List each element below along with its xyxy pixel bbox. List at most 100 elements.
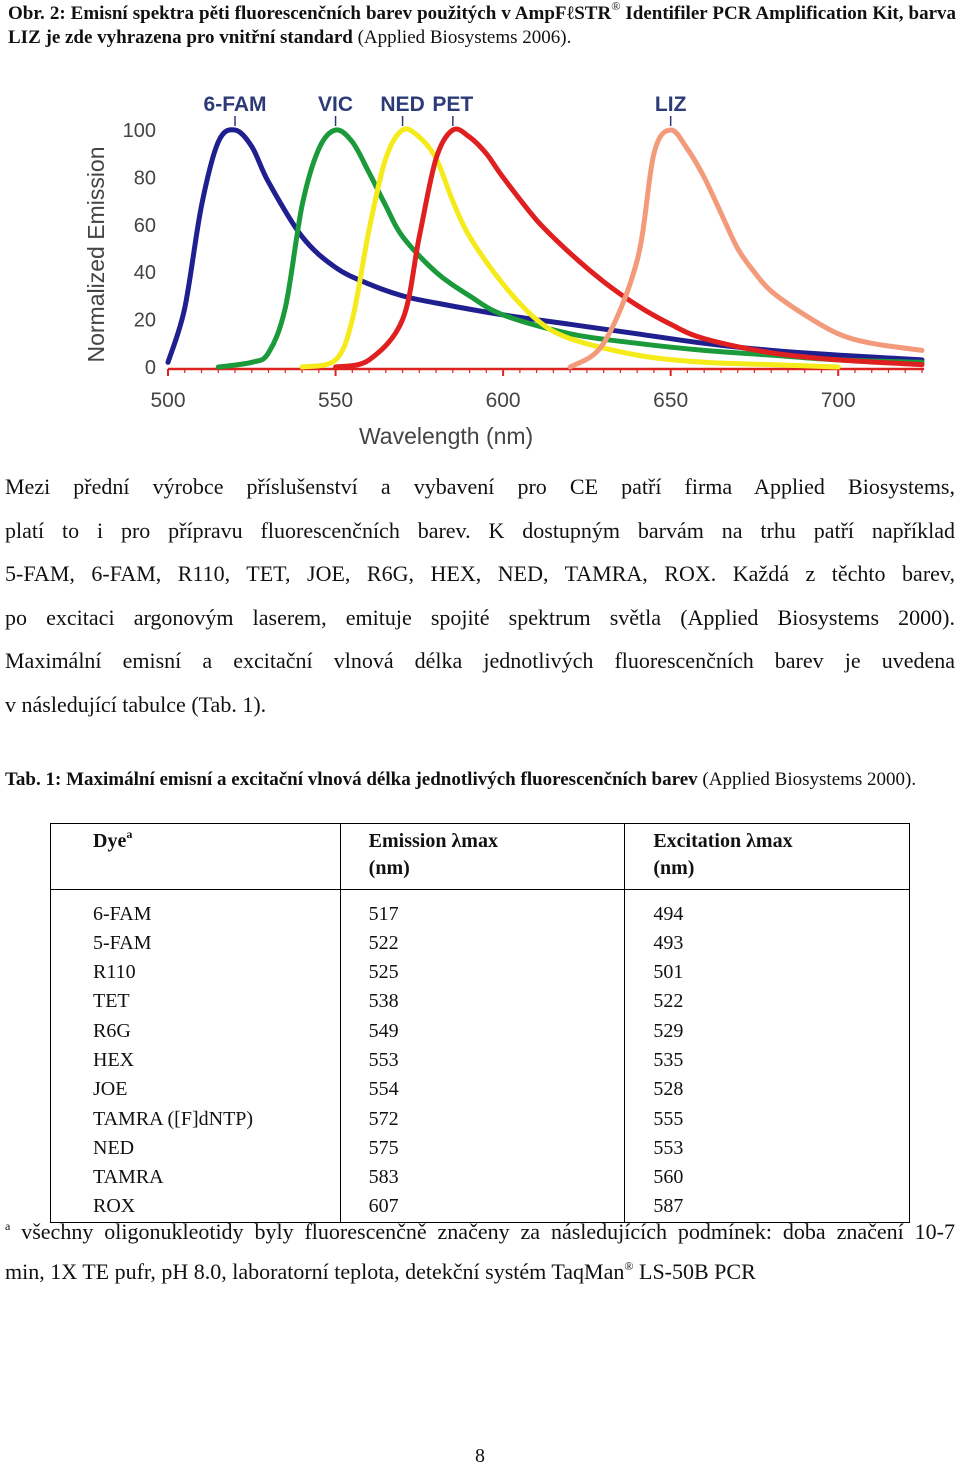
cell-excitation: 494	[624, 899, 910, 929]
emission-spectra-svg: 500 550 600 650 700 0 20 40 60 80 100 Wavelength (n…	[83, 93, 925, 449]
emission-spectra-chart: 500 550 600 650 700 0 20 40 60 80 100 Wavelength (n…	[60, 82, 940, 450]
footnote-line: a všechny oligonukleotidy byly fluoresce…	[5, 1212, 955, 1252]
series-line-6-fam	[165, 127, 925, 365]
table-header-row: Dyea Emission λmax (nm) Excitation λmax (n…	[50, 823, 910, 890]
series-label-liz: LIZ	[655, 93, 687, 116]
registered-mark: ®	[624, 1259, 634, 1273]
body-paragraph: Mezi přední výrobce příslušenství a vyba…	[5, 465, 955, 726]
series-label-vic: VIC	[318, 93, 353, 116]
header-emission-line1: Emission λmax	[368, 830, 498, 852]
cell-emission: 553	[339, 1045, 625, 1076]
table-caption-label: Tab. 1: Maximální emisní a excitační vln…	[5, 769, 698, 790]
series-line-vic	[215, 127, 925, 370]
registered-mark: ®	[611, 0, 621, 13]
cell-dye: TET	[50, 987, 341, 1017]
cell-dye: 5-FAM	[50, 928, 341, 959]
figure-caption: Obr. 2: Emisní spektra pěti fluorescenčn…	[8, 0, 957, 50]
cell-dye: ROX	[50, 1192, 341, 1223]
table-row: TET 538 522	[50, 987, 910, 1017]
header-emission-line2: (nm)	[368, 857, 410, 879]
header-dye-footnote-marker: a	[126, 827, 133, 841]
cell-dye: JOE	[50, 1075, 341, 1105]
footnote-marker: a	[5, 1219, 11, 1233]
table-spacer	[50, 889, 910, 900]
cell-excitation: 553	[624, 1133, 910, 1164]
header-excitation-line1: Excitation λmax	[653, 830, 793, 852]
cell-emission: 538	[339, 987, 625, 1017]
series-label-pet: PET	[432, 93, 473, 116]
cell-excitation: 529	[624, 1016, 910, 1046]
cell-emission: 607	[339, 1192, 625, 1223]
table-row: ROX 607 587	[50, 1192, 910, 1223]
table-row: TAMRA ([F]dNTP) 572 555	[50, 1104, 910, 1134]
page-number: 8	[475, 1445, 485, 1467]
table-row: NED 575 553	[50, 1133, 910, 1164]
cell-emission: 583	[339, 1163, 625, 1193]
figure-caption-source: (Applied Biosystems 2006).	[352, 27, 572, 48]
cell-dye: R6G	[50, 1016, 341, 1046]
table-caption: Tab. 1: Maximální emisní a excitační vln…	[5, 768, 955, 792]
x-tick-label: 650	[653, 389, 688, 412]
header-dye: Dyea	[50, 823, 341, 890]
table-row: 5-FAM 522 493	[50, 928, 910, 959]
cell-emission: 517	[339, 899, 625, 929]
y-tick-label: 60	[134, 215, 156, 237]
footnote-text-2b: LS-50B PCR	[633, 1259, 756, 1284]
cell-dye: TAMRA	[50, 1163, 341, 1193]
footnote-text-2a: min, 1X TE pufr, pH 8.0, laboratorní tep…	[5, 1259, 625, 1284]
header-dye-label: Dye	[93, 830, 127, 852]
header-excitation: Excitation λmax (nm)	[624, 823, 910, 890]
cell-emission: 554	[339, 1075, 625, 1105]
series-line-pet	[333, 126, 925, 370]
table-row: R6G 549 529	[50, 1016, 910, 1046]
cell-emission: 549	[339, 1016, 625, 1046]
y-tick-label: 20	[134, 310, 156, 332]
cell-emission: 572	[339, 1104, 625, 1134]
y-tick-label: 40	[134, 262, 156, 284]
cell-dye: HEX	[50, 1045, 341, 1076]
paragraph-line: v následující tabulce (Tab. 1).	[5, 691, 267, 717]
cell-dye: R110	[50, 958, 341, 988]
dye-wavelength-table: Dyea Emission λmax (nm) Excitation λmax (n…	[50, 823, 910, 1223]
cell-excitation: 501	[624, 958, 910, 988]
table-row: JOE 554 528	[50, 1075, 910, 1105]
cell-dye: TAMRA ([F]dNTP)	[50, 1104, 341, 1134]
series-line-ned	[299, 126, 841, 370]
figure-caption-label: Obr. 2: Emisní spektra pěti fluorescenčn…	[8, 3, 612, 24]
series-label-6-fam: 6-FAM	[204, 93, 267, 116]
cell-excitation: 535	[624, 1045, 910, 1076]
figure-caption-text: Identifiler PCR Amplification Kit, barva…	[8, 3, 957, 48]
x-axis-label: Wavelength (nm)	[359, 423, 533, 449]
table-row: 6-FAM 517 494	[50, 899, 910, 929]
cell-dye: 6-FAM	[50, 899, 341, 929]
y-axis-label: Normalized Emission	[83, 146, 109, 362]
table-row: R110 525 501	[50, 958, 910, 988]
footnote-line: min, 1X TE pufr, pH 8.0, laboratorní tep…	[5, 1252, 955, 1292]
paragraph-line: po excitaci argonovým laserem, emituje s…	[5, 604, 955, 630]
header-excitation-line2: (nm)	[653, 857, 695, 879]
footnote-text-1: všechny oligonukleotidy byly fluorescenč…	[10, 1219, 955, 1244]
cell-excitation: 528	[624, 1075, 910, 1105]
series-line-liz	[567, 127, 925, 370]
cell-excitation: 555	[624, 1104, 910, 1134]
x-tick-label: 700	[821, 389, 856, 412]
paragraph-line: 5-FAM, 6-FAM, R110, TET, JOE, R6G, HEX, …	[5, 561, 955, 586]
table-caption-source: (Applied Biosystems 2000).	[697, 769, 917, 790]
cell-excitation: 522	[624, 987, 910, 1017]
y-tick-label: 80	[134, 167, 156, 189]
cell-excitation: 493	[624, 928, 910, 959]
paragraph-line: Maximální emisní a excitační vlnová délk…	[5, 648, 955, 673]
cell-emission: 575	[339, 1133, 625, 1164]
table-footnote: a všechny oligonukleotidy byly fluoresce…	[5, 1212, 955, 1292]
y-tick-label: 100	[123, 120, 156, 142]
table-row: HEX 553 535	[50, 1045, 910, 1076]
y-tick-label: 0	[145, 357, 156, 379]
series-label-ned: NED	[380, 93, 424, 116]
x-tick-label: 600	[486, 389, 521, 412]
paragraph-line: platí to i pro přípravu fluorescenčních …	[5, 517, 955, 543]
cell-emission: 522	[339, 928, 625, 959]
cell-excitation: 587	[624, 1192, 910, 1223]
cell-dye: NED	[50, 1133, 341, 1164]
header-emission: Emission λmax (nm)	[339, 823, 625, 890]
x-tick-label: 500	[150, 389, 185, 412]
